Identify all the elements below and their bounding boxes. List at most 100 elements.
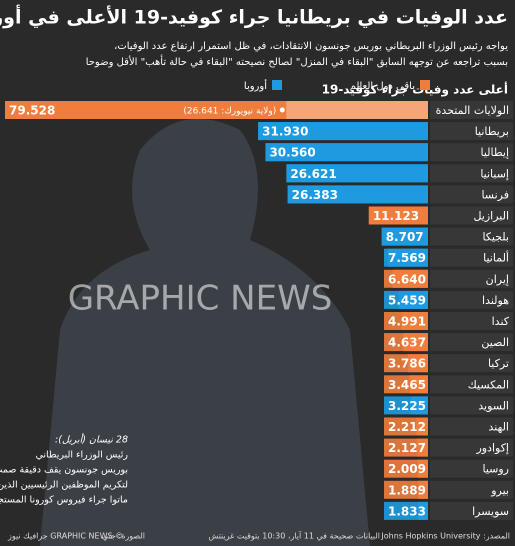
bar [398,290,428,309]
photo-silhouette [40,118,370,546]
value-label: 7.569 [388,251,426,265]
bar [368,206,428,225]
photo-caption: رئيس الوزراء البريطاني [35,450,128,461]
value-box [384,480,428,499]
title: عدد الوفيات في بريطانيا جراء كوفيد-19 ال… [0,5,508,29]
bar [265,143,428,162]
category-label: هولندا [482,294,509,307]
value-label: 3.786 [388,357,426,371]
source: المصدر: Johns Hopkins University [380,532,510,541]
bar [286,164,428,183]
label-bg [430,480,513,499]
value-box [384,459,428,478]
category-label: سويسرا [472,505,509,518]
value-label: 8.707 [386,230,424,244]
label-bg [430,185,513,204]
bar [416,417,428,436]
category-label: كندا [492,315,510,328]
photo-caption: لتكريم الموظفين الرئيسيين الذين [0,480,128,491]
photo-caption: 28 نيسان (أبريل): [55,433,128,446]
category-label: بلجيكا [482,231,509,244]
category-label: الهند [488,421,509,434]
category-label: تركيا [488,357,509,370]
label-bg [430,396,513,415]
category-label: المكسيك [468,378,509,391]
photo-credit: الصورة: جتي [102,532,145,541]
photo-caption: بوريس جونسون يقف دقيقة صمت [0,465,128,476]
bar [287,185,428,204]
label-bg [430,354,513,373]
value-label: 11.123 [373,209,419,223]
value-label: 4.991 [388,315,426,329]
category-label: إكوادور [475,442,509,455]
bar [407,354,428,373]
bar [409,375,428,394]
label-bg [430,164,513,183]
bar [417,459,428,478]
bar [417,480,428,499]
value-label: 1.889 [388,483,426,497]
category-label: إسبانيا [480,167,509,180]
subtitle: بسبب تراجعه عن توجهه السابق "البقاء في ا… [86,54,508,68]
bar [403,333,428,352]
value-label: 5.459 [388,293,426,307]
value-label: 4.637 [388,336,426,350]
credit: © GRAPHIC NEWS جرافيك نيوز [7,532,123,541]
label-bg [430,312,513,330]
legend-swatch [420,80,430,90]
value-label: 26.383 [292,188,338,202]
bar [418,501,428,520]
label-bg [430,375,513,394]
label-bg [430,101,513,119]
annotation-segment [286,101,428,119]
label-bg [430,248,513,267]
watermark: GRAPHIC NEWS [68,279,333,319]
legend-label: باقي دول العالم [350,81,415,92]
note: البيانات صحيحة في 11 آيار، 10:30 بتوقيت … [208,531,380,541]
value-label: 2.009 [388,462,426,476]
category-label: ألمانيا [483,251,509,265]
bar [416,438,428,457]
label-bg [430,459,513,478]
value-label: 26.621 [290,167,336,181]
annotation-marker [279,107,285,113]
category-label: إيطاليا [480,146,509,159]
value-label: 3.225 [388,399,426,413]
value-label: 31.930 [262,125,308,139]
label-bg [430,143,513,162]
label-bg [430,290,513,309]
bar [401,312,428,330]
subtitle: يواجه رئيس الوزراء البريطاني بوريس جونسو… [114,41,508,52]
value-label: 2.212 [388,420,426,434]
category-label: الصين [481,336,509,349]
category-label: بريطانيا [475,125,509,138]
bar [392,269,428,288]
label-bg [430,417,513,436]
bar [381,227,428,246]
value-label: 3.465 [388,378,426,392]
label-bg [430,438,513,457]
value-label: 2.127 [388,441,426,455]
category-label: فرنسا [481,188,509,201]
legend-swatch [272,80,282,90]
category-label: السويد [478,399,509,412]
label-bg [430,206,513,225]
legend-label: أوروبا [244,79,267,92]
bar [387,248,428,267]
label-bg [430,501,513,520]
bar [410,396,428,415]
annotation-label: (ولاية نيويورك: 26.641) [183,107,276,117]
bar [258,122,428,141]
label-bg [430,227,513,246]
category-label: الولايات المتحدة [436,104,509,117]
value-label: 1.833 [388,504,426,518]
value-box [384,501,428,520]
label-bg [430,269,513,288]
photo-caption: ماتوا جراء فيروس كورونا المستجد [0,495,128,506]
value-label: 6.640 [388,272,426,286]
chart-heading: أعلى عدد وفيات جراء كوفيد-19 [322,82,508,98]
category-label: بيرو [490,484,509,497]
value-label: 79.528 [9,104,55,118]
category-label: روسيا [482,463,509,476]
